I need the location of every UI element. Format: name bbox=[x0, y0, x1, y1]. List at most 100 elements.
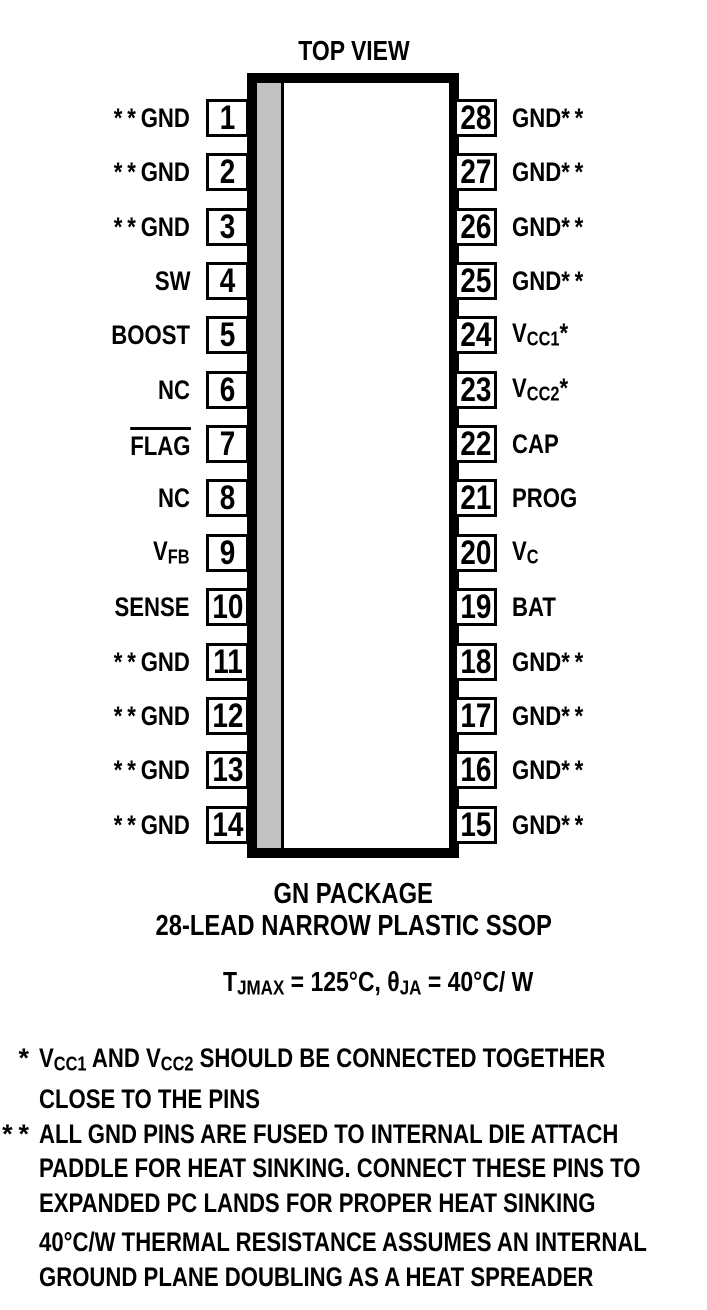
pin-14-box: 14 bbox=[206, 806, 249, 844]
pin-21-box: 21 bbox=[454, 479, 497, 517]
pin-3-box: 3 bbox=[206, 208, 249, 246]
label-text: = 125°C, θ bbox=[284, 966, 401, 997]
subscript-text: CC2 bbox=[160, 1053, 194, 1076]
pin-4-box: 4 bbox=[206, 262, 249, 300]
asterisk-marker: ** bbox=[113, 754, 141, 785]
pin-12-box: 12 bbox=[206, 697, 249, 735]
label-text: SW bbox=[154, 265, 190, 296]
label-text: 40°C/W THERMAL RESISTANCE ASSUMES AN INT… bbox=[39, 1227, 647, 1258]
pin-26-box: 26 bbox=[454, 208, 497, 246]
pin-number: 1 bbox=[219, 99, 236, 137]
asterisk-marker: ** bbox=[113, 809, 141, 840]
pin-22-label: CAP bbox=[512, 425, 707, 463]
footnote-1: * VCC1 AND VCC2 SHOULD BE CONNECTED TOGET… bbox=[0, 1041, 707, 1117]
pin-27-box: 27 bbox=[454, 153, 497, 191]
asterisk-marker: ** bbox=[113, 156, 141, 187]
pin-10-box: 10 bbox=[206, 588, 249, 626]
pin-label-text: SENSE bbox=[115, 592, 190, 623]
subscript-text: FB bbox=[168, 546, 190, 569]
footnote-line-text: VCC1 AND VCC2 SHOULD BE CONNECTED TOGETH… bbox=[39, 1041, 605, 1082]
pin-label-text: VCC2* bbox=[512, 373, 573, 407]
pin-label-text: **GND bbox=[114, 103, 190, 134]
pin-17-box: 17 bbox=[454, 697, 497, 735]
pin-18-box: 18 bbox=[454, 643, 497, 681]
footnote-text: VCC1 AND VCC2 SHOULD BE CONNECTED TOGETH… bbox=[35, 1041, 707, 1117]
pin-number: 14 bbox=[211, 806, 244, 844]
pin-24-box: 24 bbox=[454, 316, 497, 354]
subscript-text: CC1 bbox=[53, 1053, 87, 1076]
package-name-text: GN PACKAGE bbox=[273, 878, 434, 910]
pin-label-text: GND** bbox=[512, 266, 588, 297]
pin-label-text: SW bbox=[154, 266, 190, 297]
pin-number: 6 bbox=[219, 371, 236, 409]
footnote-line-text: CLOSE TO THE PINS bbox=[39, 1082, 260, 1117]
pin-number: 27 bbox=[459, 153, 492, 191]
pin-15-box: 15 bbox=[454, 806, 497, 844]
pin-1-box: 1 bbox=[206, 99, 249, 137]
pin-number: 17 bbox=[459, 697, 492, 735]
pin-8-label: NC bbox=[0, 479, 190, 517]
pin-label-text: GND** bbox=[512, 755, 588, 786]
pin-2-box: 2 bbox=[206, 153, 249, 191]
pin-number: 18 bbox=[459, 643, 492, 681]
pin-number: 13 bbox=[211, 751, 244, 789]
pin-number: 5 bbox=[219, 316, 236, 354]
pin-label-text: **GND bbox=[114, 157, 190, 188]
footnote-line: VCC1 AND VCC2 SHOULD BE CONNECTED TOGETH… bbox=[39, 1041, 707, 1082]
label-text: V bbox=[39, 1043, 54, 1073]
label-text: NC bbox=[158, 374, 190, 405]
pin-label-text: VC bbox=[512, 536, 539, 570]
pin-18-label: GND** bbox=[512, 643, 707, 681]
footnote-3: 40°C/W THERMAL RESISTANCE ASSUMES AN INT… bbox=[0, 1225, 707, 1294]
pin-label-text: BOOST bbox=[111, 320, 190, 351]
pin-5-box: 5 bbox=[206, 316, 249, 354]
pin-13-box: 13 bbox=[206, 751, 249, 789]
asterisk-marker: * bbox=[559, 373, 574, 404]
label-text: GND bbox=[512, 809, 562, 840]
label-text: GND bbox=[140, 156, 190, 187]
label-text: BOOST bbox=[111, 319, 190, 350]
package-description-text: 28-LEAD NARROW PLASTIC SSOP bbox=[155, 910, 552, 942]
label-text: GND bbox=[140, 700, 190, 731]
pin-label-text: FLAG bbox=[129, 426, 190, 462]
asterisk-marker: ** bbox=[561, 754, 589, 785]
pin-label-text: GND** bbox=[512, 810, 588, 841]
pin-number: 25 bbox=[459, 262, 492, 300]
footnote-line-text: ALL GND PINS ARE FUSED TO INTERNAL DIE A… bbox=[39, 1117, 618, 1152]
label-text: NC bbox=[158, 482, 190, 513]
pin-2-label: **GND bbox=[0, 153, 190, 191]
asterisk-marker: ** bbox=[561, 156, 589, 187]
pin-23-box: 23 bbox=[454, 371, 497, 409]
footnote-line: PADDLE FOR HEAT SINKING. CONNECT THESE P… bbox=[39, 1151, 707, 1186]
overline-text: FLAG bbox=[129, 426, 190, 460]
pin-number: 20 bbox=[459, 534, 492, 572]
footnote-marker: ** bbox=[0, 1117, 35, 1152]
label-text: GROUND PLANE DOUBLING AS A HEAT SPREADER bbox=[39, 1261, 594, 1292]
asterisk-marker: * bbox=[18, 1043, 35, 1073]
pin-number: 23 bbox=[459, 371, 492, 409]
pin-label-text: **GND bbox=[114, 212, 190, 243]
pin-23-label: VCC2* bbox=[512, 371, 707, 409]
pin-label-text: **GND bbox=[114, 810, 190, 841]
label-text: V bbox=[512, 318, 527, 349]
pin-number: 12 bbox=[211, 697, 244, 735]
footnote-text: ALL GND PINS ARE FUSED TO INTERNAL DIE A… bbox=[35, 1117, 707, 1221]
label-text: V bbox=[512, 373, 527, 404]
pin-label-text: GND** bbox=[512, 647, 588, 678]
asterisk-marker: ** bbox=[113, 700, 141, 731]
label-text: GND bbox=[512, 754, 562, 785]
asterisk-marker: ** bbox=[113, 211, 141, 242]
label-text: = 40°C/ W bbox=[421, 966, 534, 997]
pin-label-text: GND** bbox=[512, 157, 588, 188]
pin-label-text: PROG bbox=[512, 483, 577, 514]
asterisk-marker: ** bbox=[561, 700, 589, 731]
pin-label-text: GND** bbox=[512, 212, 588, 243]
pin-label-text: VFB bbox=[153, 536, 190, 570]
footnote-line-text: EXPANDED PC LANDS FOR PROPER HEAT SINKIN… bbox=[39, 1186, 595, 1221]
label-text: GND bbox=[512, 646, 562, 677]
pin-number: 24 bbox=[459, 316, 492, 354]
pin-21-label: PROG bbox=[512, 479, 707, 517]
label-text: GND bbox=[140, 211, 190, 242]
pin-16-label: GND** bbox=[512, 751, 707, 789]
pin-label-text: BAT bbox=[512, 592, 556, 623]
